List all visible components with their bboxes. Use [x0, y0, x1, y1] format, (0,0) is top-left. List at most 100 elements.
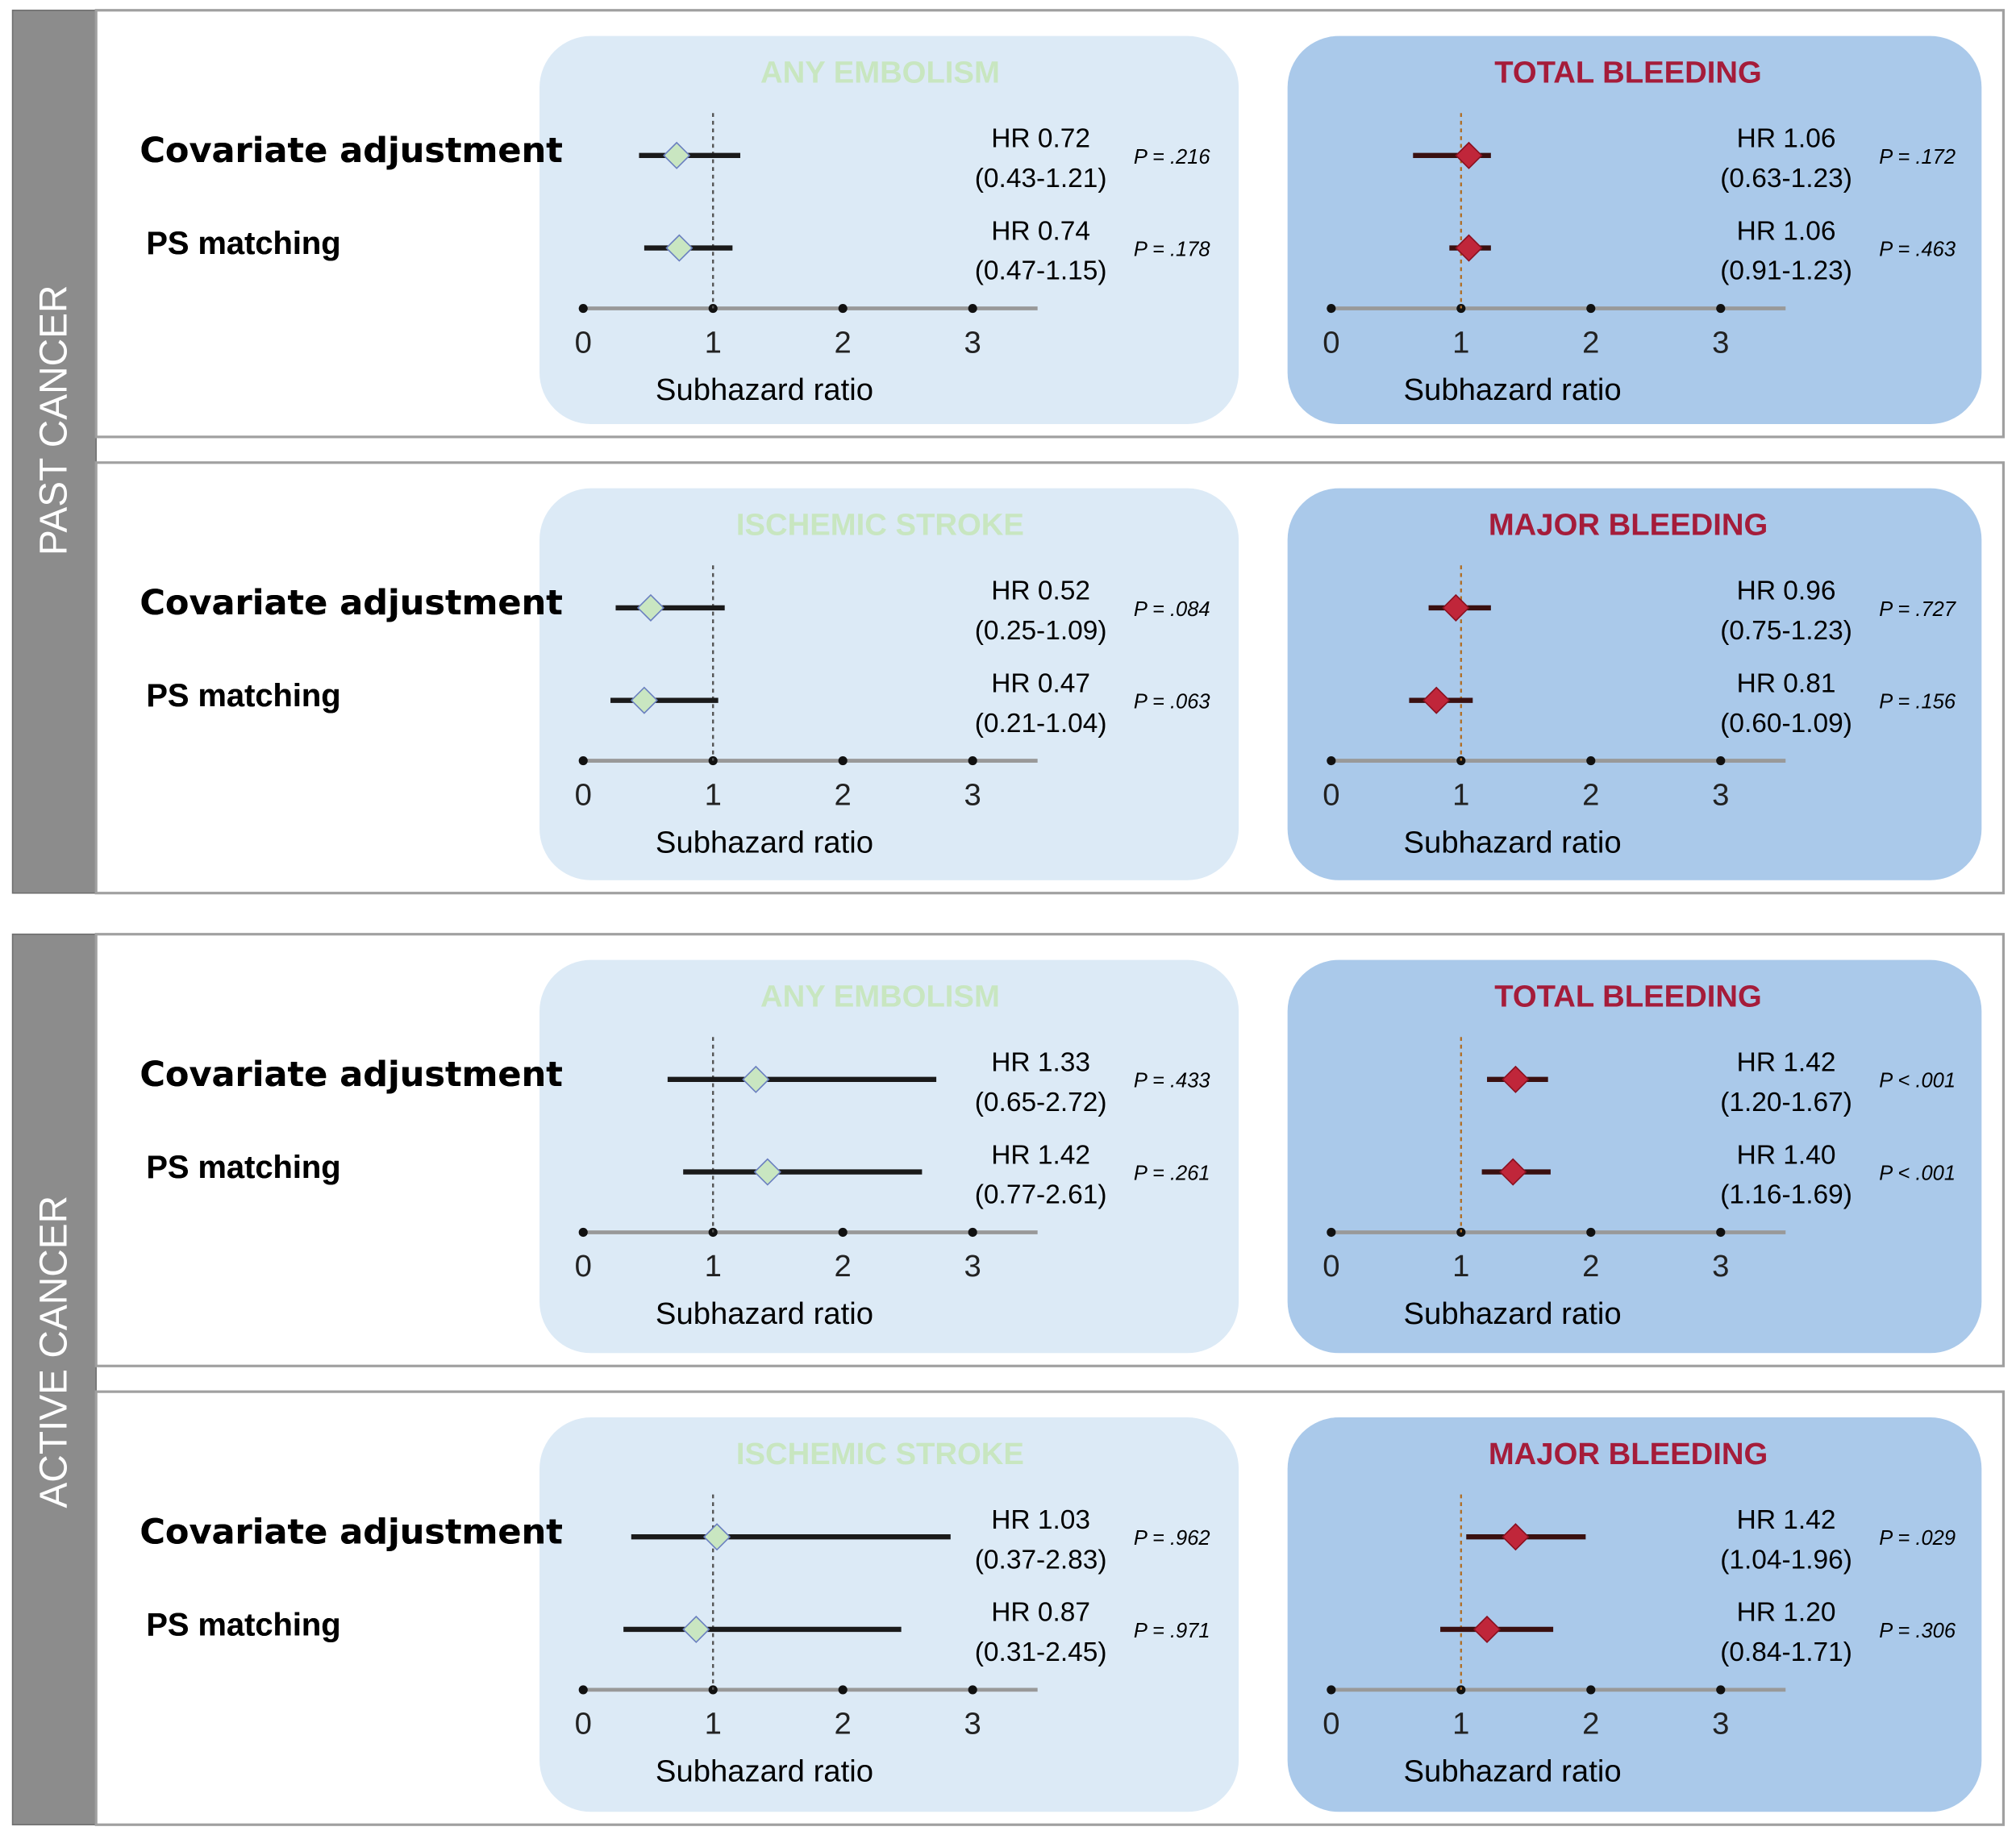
group-bar	[11, 933, 97, 1826]
x-axis-label: Subhazard ratio	[1404, 1754, 1622, 1789]
p-label: P = .172	[1879, 146, 1956, 169]
p-label: P = .063	[1134, 691, 1210, 714]
hr-label: HR 1.06	[1737, 124, 1836, 154]
x-tick-label: 3	[964, 777, 981, 812]
x-axis-label: Subhazard ratio	[656, 1754, 873, 1789]
ci-label: (0.31-2.45)	[975, 1637, 1107, 1667]
panel-title: ANY EMBOLISM	[760, 56, 1000, 90]
x-tick-label: 1	[705, 1249, 722, 1284]
x-tick	[578, 1685, 588, 1695]
hr-label: HR 1.40	[1737, 1140, 1836, 1170]
p-label: P = .727	[1879, 598, 1956, 621]
x-tick-label: 3	[1712, 1707, 1729, 1741]
hr-label: HR 0.81	[1737, 668, 1836, 698]
point-estimate	[742, 1065, 770, 1093]
group-label: ACTIVE CANCER	[32, 1196, 75, 1508]
point-estimate	[663, 141, 691, 169]
x-tick	[708, 1685, 718, 1695]
x-tick	[1327, 1227, 1336, 1238]
category-label: Covariate adjustment	[140, 583, 562, 623]
p-label: P = .306	[1879, 1620, 1956, 1642]
x-tick	[968, 1685, 977, 1695]
hr-label: HR 1.33	[991, 1048, 1090, 1078]
p-label: P = .261	[1134, 1163, 1210, 1185]
x-axis-label: Subhazard ratio	[656, 372, 873, 407]
hr-label: HR 0.87	[991, 1598, 1090, 1628]
ci-label: (0.65-2.72)	[975, 1088, 1107, 1117]
hr-label: HR 1.42	[991, 1140, 1090, 1170]
point-estimate	[702, 1523, 731, 1551]
point-estimate	[1422, 686, 1451, 714]
p-label: P = .962	[1134, 1527, 1210, 1550]
ci-label: (1.04-1.96)	[1720, 1545, 1852, 1575]
ci-label: (1.20-1.67)	[1720, 1088, 1852, 1117]
x-tick-label: 2	[835, 1249, 852, 1284]
p-label: P = .463	[1879, 239, 1956, 261]
ci-label: (0.63-1.23)	[1720, 164, 1852, 193]
panel	[539, 1417, 1239, 1812]
category-label: PS matching	[146, 1607, 340, 1642]
panel	[1287, 959, 1982, 1354]
x-tick-label: 2	[835, 325, 852, 360]
hr-label: HR 1.06	[1737, 216, 1836, 246]
x-tick-label: 1	[1452, 1249, 1469, 1284]
category-label: Covariate adjustment	[140, 583, 562, 623]
x-tick-label: 2	[835, 1707, 852, 1741]
x-tick	[1327, 1685, 1336, 1695]
x-tick-label: 2	[1582, 1249, 1599, 1284]
ci-label: (0.84-1.71)	[1720, 1637, 1852, 1667]
p-label: P = .084	[1134, 598, 1210, 621]
x-tick	[1327, 303, 1336, 314]
x-tick-label: 0	[575, 1249, 592, 1284]
point-estimate	[1502, 1065, 1530, 1093]
category-label: PS matching	[146, 1607, 340, 1642]
ci-label: (0.43-1.21)	[975, 164, 1107, 193]
panel-title: TOTAL BLEEDING	[1494, 56, 1762, 90]
ci-label: (0.60-1.09)	[1720, 709, 1852, 739]
category-label: PS matching	[146, 678, 340, 714]
x-tick	[968, 1227, 977, 1238]
category-label: Covariate adjustment	[140, 131, 562, 171]
x-tick	[1716, 1227, 1726, 1238]
point-estimate	[682, 1615, 710, 1644]
panel-title: MAJOR BLEEDING	[1489, 508, 1768, 543]
x-tick	[968, 755, 977, 766]
category-label: Covariate adjustment	[140, 131, 562, 171]
p-label: P = .971	[1134, 1620, 1210, 1642]
ci-label: (0.91-1.23)	[1720, 256, 1852, 286]
category-label: Covariate adjustment	[140, 1055, 562, 1095]
category-label: PS matching	[146, 226, 340, 261]
x-tick-label: 0	[575, 325, 592, 360]
x-tick-label: 3	[964, 1249, 981, 1284]
x-tick-label: 0	[1322, 325, 1339, 360]
category-label: Covariate adjustment	[140, 1055, 562, 1095]
x-tick	[1456, 1685, 1466, 1695]
category-label: Covariate adjustment	[140, 1513, 562, 1553]
point-estimate	[665, 234, 694, 262]
x-tick	[578, 755, 588, 766]
x-tick	[578, 1227, 588, 1238]
ci-label: (1.16-1.69)	[1720, 1180, 1852, 1210]
x-tick-label: 1	[1452, 777, 1469, 812]
x-tick	[1716, 755, 1726, 766]
hr-label: HR 0.47	[991, 668, 1090, 698]
x-axis-label: Subhazard ratio	[656, 1296, 873, 1331]
x-tick-label: 1	[1452, 1707, 1469, 1741]
point-estimate	[630, 686, 658, 714]
x-axis-label: Subhazard ratio	[656, 825, 873, 859]
x-tick	[838, 755, 848, 766]
point-estimate	[636, 593, 665, 622]
x-tick-label: 0	[1322, 1249, 1339, 1284]
category-label: PS matching	[146, 226, 340, 261]
x-tick-label: 3	[1712, 325, 1729, 360]
x-tick-label: 1	[705, 325, 722, 360]
hr-label: HR 0.72	[991, 124, 1090, 154]
x-tick-label: 3	[1712, 777, 1729, 812]
x-tick	[1716, 1685, 1726, 1695]
x-tick-label: 1	[1452, 325, 1469, 360]
x-tick	[838, 303, 848, 314]
ci-label: (0.75-1.23)	[1720, 616, 1852, 646]
x-tick	[1586, 1685, 1596, 1695]
x-tick	[838, 1685, 848, 1695]
